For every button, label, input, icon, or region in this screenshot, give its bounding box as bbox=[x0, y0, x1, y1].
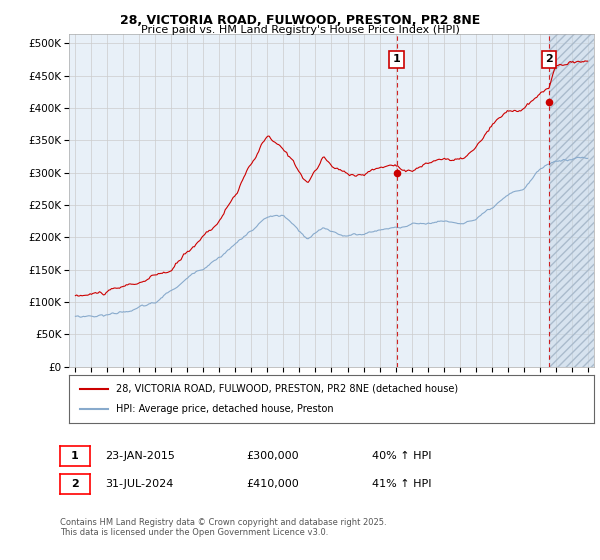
Text: 23-JAN-2015: 23-JAN-2015 bbox=[105, 451, 175, 461]
Text: 31-JUL-2024: 31-JUL-2024 bbox=[105, 479, 173, 489]
Text: Price paid vs. HM Land Registry's House Price Index (HPI): Price paid vs. HM Land Registry's House … bbox=[140, 25, 460, 35]
Point bbox=[544, 97, 554, 106]
Text: £410,000: £410,000 bbox=[246, 479, 299, 489]
Text: HPI: Average price, detached house, Preston: HPI: Average price, detached house, Pres… bbox=[116, 404, 334, 414]
Text: £300,000: £300,000 bbox=[246, 451, 299, 461]
Text: Contains HM Land Registry data © Crown copyright and database right 2025.
This d: Contains HM Land Registry data © Crown c… bbox=[60, 518, 386, 538]
Bar bbox=[549, 34, 596, 367]
Text: 2: 2 bbox=[545, 54, 553, 64]
Text: 40% ↑ HPI: 40% ↑ HPI bbox=[372, 451, 431, 461]
Bar bbox=[549, 34, 596, 367]
Text: 41% ↑ HPI: 41% ↑ HPI bbox=[372, 479, 431, 489]
Text: 28, VICTORIA ROAD, FULWOOD, PRESTON, PR2 8NE (detached house): 28, VICTORIA ROAD, FULWOOD, PRESTON, PR2… bbox=[116, 384, 458, 394]
Text: 28, VICTORIA ROAD, FULWOOD, PRESTON, PR2 8NE: 28, VICTORIA ROAD, FULWOOD, PRESTON, PR2… bbox=[120, 14, 480, 27]
Text: 2: 2 bbox=[71, 479, 79, 489]
Text: 1: 1 bbox=[71, 451, 79, 461]
Point bbox=[392, 168, 401, 177]
Text: 1: 1 bbox=[393, 54, 401, 64]
